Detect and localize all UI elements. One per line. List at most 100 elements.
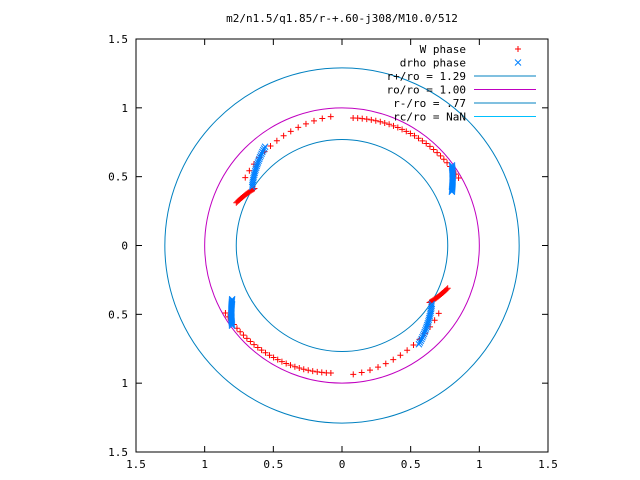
data-point-1-2-23	[228, 295, 236, 303]
legend-marker-1	[514, 59, 522, 66]
data-point-1-2-21	[228, 298, 236, 305]
data-point-0-3-18	[251, 341, 258, 348]
data-point-0-0-6	[377, 118, 384, 125]
data-point-0-3-19	[247, 338, 254, 345]
data-point-0-3-14	[266, 352, 273, 359]
data-point-0-0-19	[430, 146, 437, 153]
data-point-1-0-22	[448, 187, 456, 195]
data-point-1-1-17	[256, 153, 264, 161]
data-point-0-1-7	[280, 132, 287, 139]
data-point-0-2-16	[250, 186, 257, 193]
y-tick-label-1: 1	[121, 102, 128, 115]
data-point-0-4-8	[390, 356, 397, 363]
data-point-0-0-9	[390, 122, 397, 129]
data-point-0-3-20	[243, 335, 250, 342]
data-point-1-1-23	[261, 143, 269, 151]
y-tick-label-2: 0.5	[108, 171, 128, 184]
data-point-0-5-17	[426, 299, 433, 306]
legend-label-4: r-/ro = .77	[393, 97, 466, 110]
data-point-0-0-4	[368, 116, 375, 123]
data-point-1-3-13	[423, 323, 431, 331]
data-point-0-0-16	[419, 137, 426, 144]
data-point-1-3-20	[418, 335, 425, 343]
y-tick-label-3: 0	[121, 240, 128, 253]
data-point-1-1-19	[258, 150, 265, 158]
data-point-0-0-12	[403, 128, 410, 135]
data-point-0-0-18	[426, 143, 433, 150]
legend-label-2: r+/ro = 1.29	[387, 70, 466, 83]
data-point-0-4-11	[366, 367, 373, 374]
data-point-1-3-17	[420, 330, 428, 338]
circle-2	[235, 138, 449, 353]
data-point-1-3-22	[416, 339, 424, 346]
data-point-0-0-22	[440, 156, 447, 163]
data-point-0-0-17	[423, 140, 430, 147]
data-point-0-4-7	[397, 352, 404, 359]
data-point-0-1-6	[273, 137, 280, 144]
data-point-0-5-16	[427, 298, 434, 305]
data-point-0-3-5	[305, 367, 312, 374]
data-point-0-4-1	[431, 317, 438, 324]
data-point-0-1-0	[242, 174, 249, 181]
data-point-0-3-8	[291, 363, 298, 370]
plot-frame	[135, 38, 549, 453]
data-point-1-1-15	[255, 157, 262, 165]
data-point-0-0-10	[394, 124, 401, 131]
chart-title: m2/n1.5/q1.85/r-+.60-j308/M10.0/512	[226, 12, 458, 25]
data-point-1-3-21	[417, 337, 425, 345]
data-point-0-3-21	[240, 332, 247, 339]
data-point-0-0-8	[386, 121, 393, 128]
data-point-1-0-21	[448, 186, 456, 193]
data-point-0-0-11	[399, 126, 406, 133]
data-point-0-0-7	[381, 119, 388, 126]
data-point-0-3-12	[274, 356, 281, 363]
legend-label-0: W phase	[420, 43, 466, 56]
data-point-0-2-17	[251, 185, 258, 192]
x-tick-label-5: 1	[476, 458, 483, 471]
data-point-0-3-15	[262, 349, 269, 356]
y-tick-label-6: 1.5	[108, 446, 128, 459]
data-point-0-1-12	[319, 115, 326, 122]
data-point-0-3-3	[314, 368, 321, 375]
data-point-1-1-12	[253, 162, 261, 170]
data-point-1-1-18	[257, 152, 265, 159]
circle-1	[204, 107, 480, 384]
data-point-0-3-9	[287, 362, 294, 369]
data-point-0-1-11	[311, 117, 318, 124]
data-point-1-1-20	[259, 148, 266, 156]
data-point-0-3-7	[296, 365, 303, 372]
data-point-0-0-3	[363, 116, 370, 123]
x-tick-label-1: 1	[201, 458, 208, 471]
legend-label-1: drho phase	[400, 57, 466, 70]
series-0	[222, 113, 462, 378]
series-1	[227, 143, 457, 348]
data-point-0-4-12	[358, 369, 365, 376]
data-point-0-0-5	[372, 117, 379, 124]
data-point-0-1-1	[246, 167, 253, 174]
data-point-1-3-23	[415, 340, 423, 348]
legend-label-5: rc/ro = NaN	[393, 111, 466, 124]
data-point-0-3-10	[283, 360, 290, 367]
data-point-0-1-9	[295, 124, 302, 131]
data-point-1-3-19	[419, 333, 426, 341]
data-point-0-0-20	[434, 149, 441, 156]
data-point-0-3-16	[258, 347, 265, 354]
data-point-0-0-27	[455, 175, 462, 182]
data-series	[222, 113, 462, 378]
data-point-0-4-0	[435, 310, 442, 317]
x-tick-label-3: 0	[339, 458, 346, 471]
data-point-0-1-10	[302, 120, 309, 127]
data-point-0-3-2	[318, 369, 325, 376]
data-point-0-4-10	[375, 364, 382, 371]
data-point-1-3-15	[422, 326, 429, 334]
data-point-1-3-12	[423, 321, 431, 329]
data-point-0-0-15	[415, 135, 422, 142]
data-point-1-2-22	[228, 296, 236, 304]
data-point-1-1-13	[253, 160, 261, 168]
data-point-0-0-13	[407, 130, 414, 137]
data-point-0-4-13	[350, 371, 357, 378]
data-point-1-1-21	[259, 146, 267, 154]
data-point-0-1-8	[287, 128, 294, 135]
